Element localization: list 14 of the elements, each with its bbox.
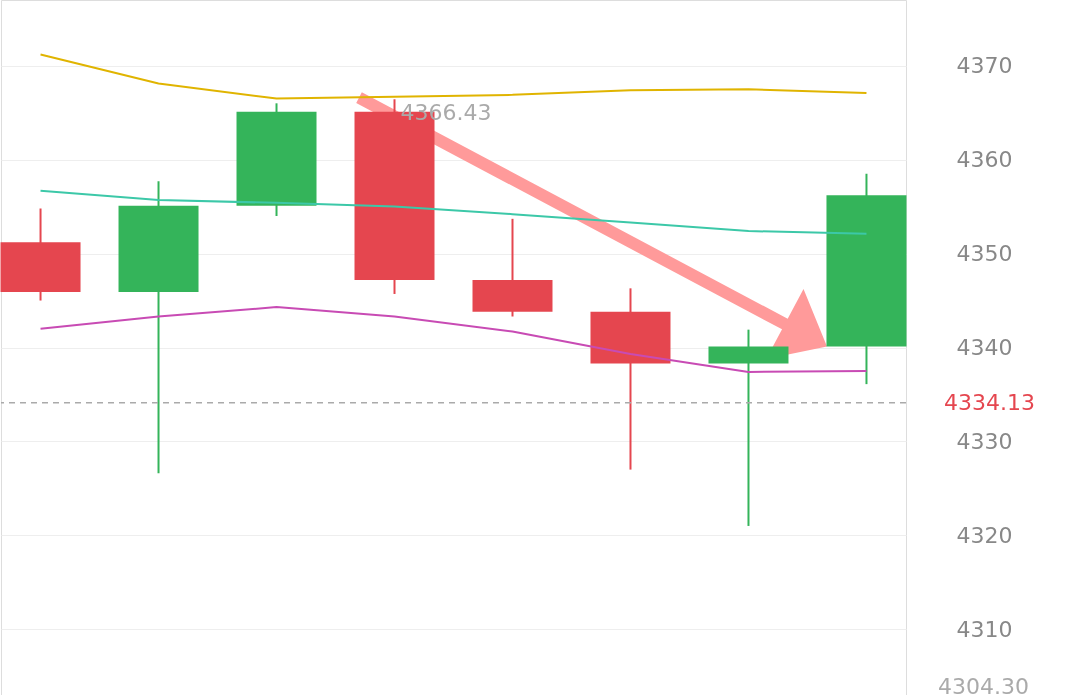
y-tick-label: 4320	[956, 522, 1013, 548]
text: 4304.30	[938, 674, 1029, 695]
candlestick	[708, 328, 789, 527]
y-tick-label: 4350	[956, 241, 1013, 267]
ref-line-label: 4334.13	[944, 389, 1035, 415]
y-tick-label: 4330	[956, 428, 1013, 454]
y-tick-label: 4370	[956, 53, 1013, 79]
line-series	[39, 53, 868, 100]
line-series	[39, 306, 868, 373]
line-series	[39, 189, 868, 235]
y-tick-label: 4340	[956, 335, 1013, 360]
y-tick-label: 4360	[956, 147, 1013, 173]
annotation: 4366.43	[400, 100, 492, 126]
y-tick-label: 4310	[956, 616, 1013, 642]
